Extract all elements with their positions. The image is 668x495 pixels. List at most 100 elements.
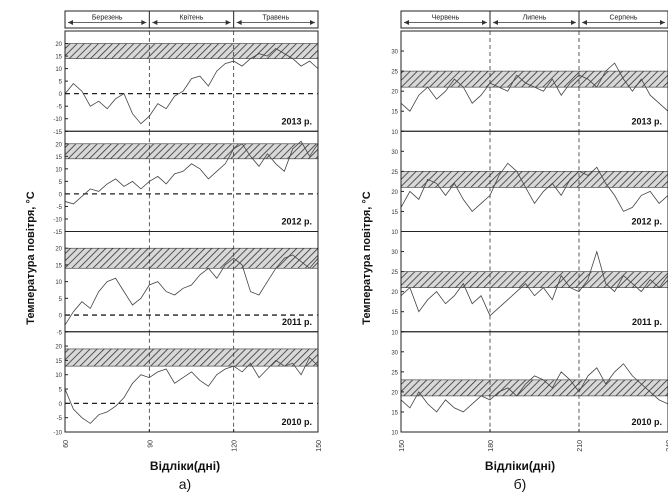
y-tick-label: -5 xyxy=(57,105,63,111)
y-tick-label: 0 xyxy=(59,192,63,198)
y-tick-label: 10 xyxy=(55,167,62,173)
year-label: 2013 р. xyxy=(631,116,662,126)
y-tick-label: 15 xyxy=(55,263,62,269)
month-label: Серпень xyxy=(609,15,637,22)
arrow-head-right xyxy=(225,20,231,25)
y-tick-label: 15 xyxy=(55,359,62,365)
month-label: Квітень xyxy=(180,14,204,22)
y-tick-label: 0 xyxy=(59,402,63,408)
y-tick-label: 20 xyxy=(391,190,398,196)
y-tick-label: 15 xyxy=(55,55,62,61)
y-tick-label: -10 xyxy=(53,217,62,223)
y-tick-label: 30 xyxy=(391,350,398,356)
x-tick-label: 210 xyxy=(577,440,584,452)
x-tick-label: 180 xyxy=(488,440,495,452)
y-tick-label: 25 xyxy=(391,370,398,376)
temperature-series-line xyxy=(65,140,318,205)
arrow-head-right xyxy=(310,20,315,25)
y-tick-label: 10 xyxy=(391,431,398,437)
y-tick-label: -5 xyxy=(57,416,63,422)
year-label: 2013 р. xyxy=(281,116,312,126)
subplot-frame xyxy=(64,331,319,433)
ylabel-b: Температура повітря, °С xyxy=(361,191,373,324)
y-tick-label: 25 xyxy=(391,270,398,276)
year-label: 2010 р. xyxy=(281,417,312,427)
arrow-head-right xyxy=(571,20,576,25)
y-tick-label: 15 xyxy=(391,110,398,116)
year-label: 2012 р. xyxy=(281,217,312,227)
y-tick-label: 5 xyxy=(59,80,63,86)
y-tick-label: 20 xyxy=(55,247,62,253)
x-tick-label: 240 xyxy=(666,440,668,452)
arrow-head-left xyxy=(404,20,409,25)
arrow-head-left xyxy=(68,20,73,25)
y-tick-label: -15 xyxy=(53,130,62,136)
y-tick-label: 25 xyxy=(391,70,398,76)
subplot-frame xyxy=(400,331,668,433)
arrow-head-left xyxy=(152,20,158,25)
x-tick-label: 60 xyxy=(63,440,70,448)
month-label: Червень xyxy=(432,15,460,22)
arrow-head-left xyxy=(236,20,242,25)
ylabel-a: Температура повітря, °С xyxy=(25,191,37,324)
panel-label-b: б) xyxy=(514,476,527,492)
y-tick-label: 20 xyxy=(391,290,398,296)
temperature-series-line xyxy=(401,363,668,413)
y-tick-label: 5 xyxy=(59,388,63,394)
y-tick-label: 30 xyxy=(391,50,398,56)
panel-a: Березень Квітень Травень -15 -10 -5 0 5 10 15 20 20… xyxy=(53,10,323,452)
y-tick-label: 0 xyxy=(59,314,63,320)
xlabel-a: Відліки(дні) xyxy=(150,459,220,473)
month-label: Липень xyxy=(523,15,547,22)
panel-label-a: а) xyxy=(179,476,191,492)
year-label: 2011 р. xyxy=(282,317,312,327)
y-tick-label: 10 xyxy=(391,130,398,136)
arrow-head-left xyxy=(493,20,498,25)
subplot-frame xyxy=(64,231,319,333)
arrow-head-left xyxy=(582,20,587,25)
y-tick-label: 15 xyxy=(391,310,398,316)
y-tick-label: 5 xyxy=(59,297,63,303)
y-tick-label: 10 xyxy=(55,373,62,379)
y-tick-label: 20 xyxy=(55,142,62,148)
year-label: 2011 р. xyxy=(632,317,662,327)
y-tick-label: 30 xyxy=(391,250,398,256)
y-tick-label: 20 xyxy=(55,345,62,351)
y-tick-label: 15 xyxy=(391,410,398,416)
temperature-series-line xyxy=(65,356,318,424)
y-tick-label: 15 xyxy=(55,155,62,161)
arrow-head-right xyxy=(141,20,147,25)
x-tick-label: 150 xyxy=(316,440,323,452)
temperature-series-line xyxy=(401,62,668,112)
y-tick-label: 10 xyxy=(55,67,62,73)
y-tick-label: 20 xyxy=(391,390,398,396)
x-tick-label: 90 xyxy=(147,440,154,448)
normal-range-band xyxy=(64,247,319,269)
year-label: 2012 р. xyxy=(631,217,662,227)
y-tick-label: -10 xyxy=(53,431,62,437)
temperature-series-line xyxy=(401,250,668,317)
y-tick-label: 30 xyxy=(391,150,398,156)
month-strip xyxy=(400,10,668,29)
year-label: 2010 р. xyxy=(631,417,662,427)
y-tick-label: -5 xyxy=(57,330,63,336)
y-tick-label: 20 xyxy=(391,90,398,96)
xlabel-b: Відліки(дні) xyxy=(485,459,555,473)
temperature-series-line xyxy=(401,162,668,212)
x-tick-label: 150 xyxy=(399,440,406,452)
y-tick-label: 5 xyxy=(59,180,63,186)
month-strip xyxy=(64,10,319,29)
normal-range-band xyxy=(64,143,319,160)
temperature-series-line xyxy=(65,48,318,125)
arrow-head-right xyxy=(660,20,665,25)
y-tick-label: 25 xyxy=(391,170,398,176)
month-label: Березень xyxy=(92,15,123,22)
y-tick-label: 15 xyxy=(391,210,398,216)
temperature-series-line xyxy=(65,254,318,326)
x-tick-label: 120 xyxy=(232,440,239,452)
y-tick-label: -10 xyxy=(53,117,62,123)
y-tick-label: 20 xyxy=(55,42,62,48)
y-tick-label: 10 xyxy=(391,230,398,236)
